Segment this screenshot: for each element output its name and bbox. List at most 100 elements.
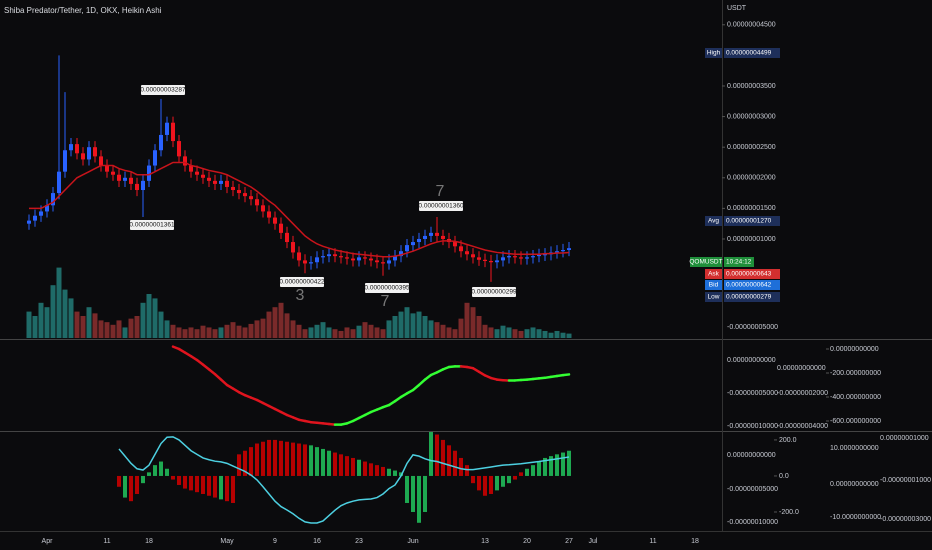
y-tick-label: 0.00000000000: [777, 365, 826, 372]
candle-body: [201, 174, 205, 178]
histogram-bar: [165, 468, 169, 476]
candle-body: [411, 242, 415, 246]
volume-bar: [440, 324, 446, 338]
y-tick-label: 0.00000000000: [727, 357, 776, 364]
volume-bar: [548, 332, 554, 338]
x-tick-label: May: [220, 538, 234, 545]
candle-body: [561, 249, 565, 252]
histogram-bar: [213, 475, 217, 498]
candle-body: [333, 254, 337, 257]
y-tick-label: -0.00000005000: [727, 486, 778, 493]
candle-body: [441, 235, 445, 239]
candle-body: [429, 232, 433, 236]
oscillator-line: [561, 373, 571, 377]
volume-bar: [140, 302, 146, 338]
candle-body: [543, 254, 547, 256]
histogram-bar: [309, 445, 313, 476]
candle-body: [495, 260, 499, 263]
candle-body: [39, 211, 43, 216]
candle-body: [501, 257, 505, 261]
histogram-bar: [183, 475, 187, 489]
volume-bar: [338, 330, 344, 338]
volume-bar: [368, 324, 374, 338]
candle-body: [375, 260, 379, 263]
volume-bar: [236, 325, 242, 338]
x-tick-label: 13: [481, 538, 489, 545]
y-tick-label: -0.00000010000: [727, 519, 778, 526]
volume-bar: [296, 324, 302, 338]
histogram-bar: [381, 466, 385, 476]
x-tick-label: Jun: [407, 538, 418, 545]
candle-body: [357, 257, 361, 261]
annotation-digit: 7: [436, 183, 445, 200]
volume-bar: [116, 320, 122, 338]
candle-body: [243, 193, 247, 197]
candle-body: [249, 196, 253, 200]
histogram-bar: [315, 447, 319, 476]
price-tag-value: 10:24:12: [726, 259, 752, 266]
y-tick-label: -400.000000000: [830, 394, 881, 401]
volume-bar: [554, 330, 560, 338]
candle-body: [405, 245, 409, 252]
volume-bar: [500, 325, 506, 338]
candle-body: [147, 165, 151, 181]
volume-bar: [566, 333, 572, 338]
y-tick-label: -10.0000000000: [830, 514, 881, 521]
histogram-bar: [483, 475, 487, 496]
price-tag-value: 0.00000004499: [726, 50, 772, 57]
price-tag-value: 0.00000000642: [726, 282, 772, 289]
price-tag-name-box: [705, 216, 722, 226]
price-tag-name-box: [705, 48, 722, 58]
histogram-bar: [513, 475, 517, 480]
histogram-bar: [459, 457, 463, 476]
volume-bar: [158, 311, 164, 338]
price-tag-value: 0.00000001270: [726, 218, 772, 225]
histogram-bar: [495, 475, 499, 491]
histogram-bar: [525, 468, 529, 476]
volume-bar: [224, 324, 230, 338]
candle-body: [225, 180, 229, 187]
price-tag-name: Ask: [708, 271, 720, 278]
annotation: 0.00000001360: [418, 203, 464, 210]
candle-body: [531, 256, 535, 258]
histogram-bar: [477, 475, 481, 491]
volume-bar: [434, 322, 440, 338]
oscillator-line: [195, 358, 205, 366]
volume-bar: [560, 332, 566, 338]
annotation: 0.00000000395: [364, 285, 410, 292]
candle-body: [231, 186, 235, 191]
y-tick-label: 0.00000000000: [830, 481, 879, 488]
x-tick-label: 18: [145, 538, 153, 545]
volume-bar: [62, 289, 68, 338]
candle-body: [111, 171, 115, 175]
volume-bar: [542, 330, 548, 338]
histogram-bar: [357, 459, 361, 476]
candle-body: [57, 171, 61, 194]
histogram-bar: [489, 475, 493, 494]
histogram-bar: [561, 452, 565, 476]
volume-bar: [218, 327, 224, 338]
price-tag-value-box: [724, 216, 780, 226]
candle-body: [207, 177, 211, 181]
histogram-bar: [153, 465, 157, 476]
candle-body: [435, 232, 439, 236]
x-tick-label: 9: [273, 538, 277, 545]
histogram-bar: [567, 450, 571, 476]
candle-body: [177, 141, 181, 157]
candle-body: [315, 257, 319, 263]
volume-bar: [170, 324, 176, 338]
candle-body: [387, 260, 391, 264]
candle-body: [45, 205, 49, 212]
candle-body: [87, 147, 91, 160]
y-tick-label: 0.00000002500: [727, 144, 776, 151]
volume-bar: [458, 318, 464, 338]
histogram-bar: [159, 461, 163, 476]
histogram-bar: [363, 461, 367, 476]
x-tick-label: 11: [649, 538, 656, 545]
candle-body: [513, 256, 517, 258]
y-tick-label: -200.0: [779, 509, 799, 516]
candle-body: [195, 171, 199, 175]
volume-bar: [128, 318, 134, 338]
volume-bar: [104, 322, 110, 338]
